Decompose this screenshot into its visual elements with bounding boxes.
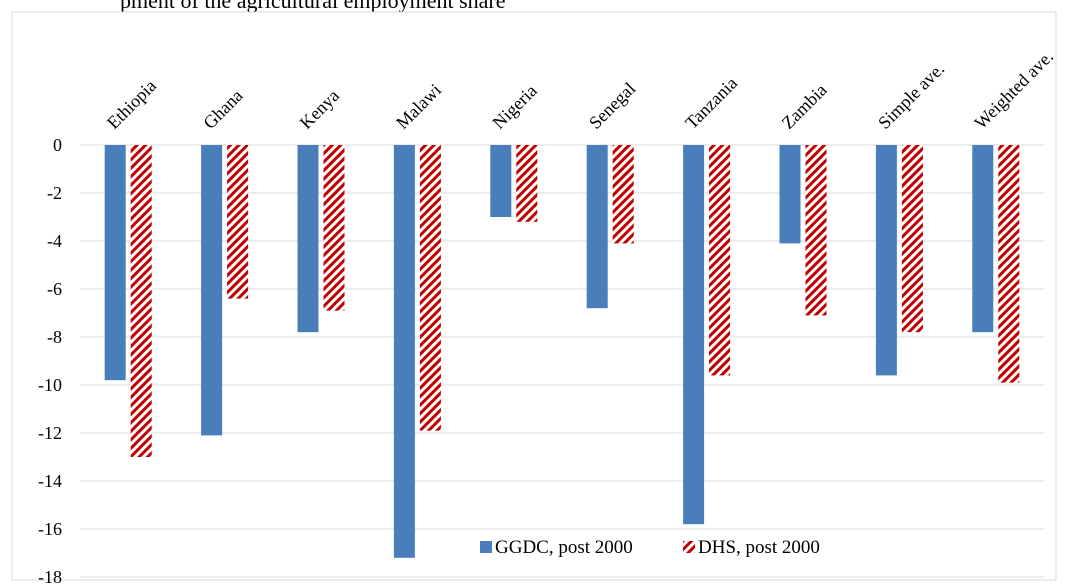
category-label: Malawi	[392, 80, 445, 133]
bar-ggdc	[104, 145, 126, 381]
y-tick-label: -8	[47, 327, 62, 347]
bar-ggdc	[393, 145, 415, 558]
y-tick-label: -4	[47, 231, 62, 251]
bar-dhs	[805, 145, 827, 316]
category-label: Kenya	[296, 85, 343, 132]
bar-ggdc	[779, 145, 801, 244]
category-labels: Ethiopia Ghana Kenya Malawi Nigeria Senegal Ta…	[103, 46, 1057, 133]
legend-swatch-dhs	[683, 541, 695, 553]
chart-top-caption: pment of the agricultural employment sha…	[120, 0, 506, 13]
bar-ggdc	[201, 145, 223, 436]
legend: GGDC, post 2000 DHS, post 2000	[480, 537, 820, 558]
bar-ggdc	[875, 145, 897, 376]
category-label: Nigeria	[488, 81, 540, 133]
bar-ggdc	[297, 145, 319, 333]
y-tick-label: -14	[38, 471, 62, 491]
bar-dhs	[901, 145, 923, 333]
bar-dhs	[516, 145, 538, 222]
bar-dhs	[130, 145, 152, 457]
legend-label-ggdc: GGDC, post 2000	[495, 537, 633, 558]
legend-swatch-ggdc	[480, 541, 492, 553]
bar-dhs	[323, 145, 345, 311]
y-tick-label: -18	[38, 567, 62, 585]
category-label: Tanzania	[681, 73, 741, 133]
y-tick-label: -6	[47, 279, 62, 299]
bar-ggdc	[683, 145, 705, 525]
bar-dhs	[998, 145, 1020, 383]
bar-dhs	[709, 145, 731, 376]
category-label: Ghana	[199, 85, 246, 132]
category-label: Zambia	[778, 80, 831, 133]
y-axis: 0 -2 -4 -6 -8 -10 -12 -14 -16 -18	[38, 135, 62, 585]
y-tick-label: 0	[53, 135, 62, 155]
bar-ggdc	[490, 145, 512, 217]
bar-dhs	[612, 145, 634, 244]
chart-border	[11, 11, 1057, 581]
bars	[104, 145, 1020, 558]
y-tick-label: -16	[38, 519, 62, 539]
bar-dhs	[419, 145, 441, 431]
gridlines	[80, 144, 1044, 578]
bar-ggdc	[586, 145, 608, 309]
category-label: Ethiopia	[103, 76, 160, 133]
category-label: Weighted ave.	[970, 46, 1057, 133]
legend-label-dhs: DHS, post 2000	[698, 537, 820, 558]
y-tick-label: -10	[38, 375, 62, 395]
bar-ggdc	[972, 145, 994, 333]
y-tick-label: -12	[38, 423, 62, 443]
bar-dhs	[227, 145, 249, 299]
category-label: Senegal	[585, 78, 639, 132]
category-label: Simple ave.	[874, 59, 948, 133]
y-tick-label: -2	[47, 183, 62, 203]
